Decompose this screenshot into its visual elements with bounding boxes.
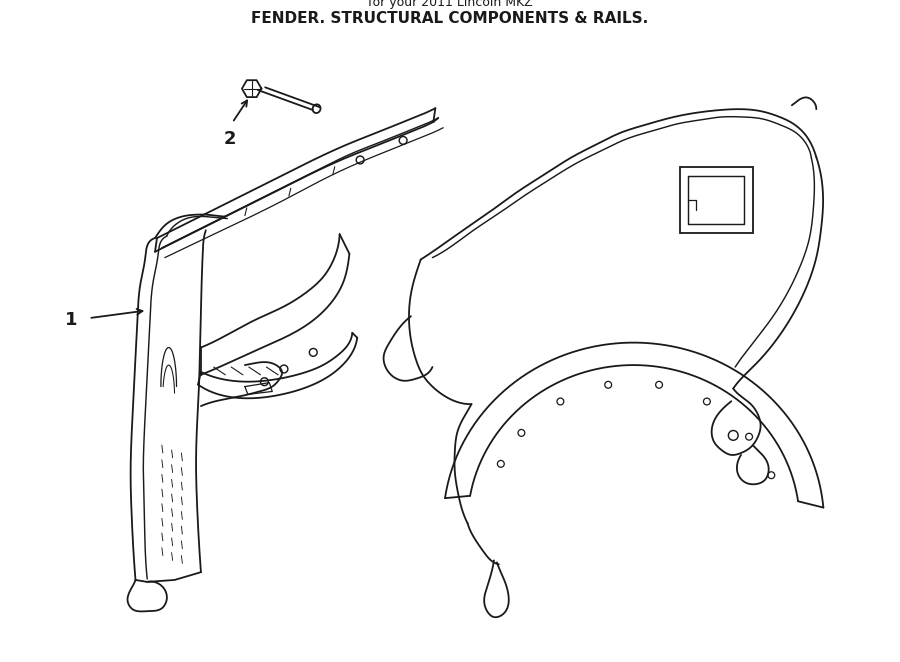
- Ellipse shape: [312, 105, 320, 113]
- Text: 1: 1: [65, 311, 77, 329]
- Text: FENDER. STRUCTURAL COMPONENTS & RAILS.: FENDER. STRUCTURAL COMPONENTS & RAILS.: [251, 11, 649, 26]
- Text: 2: 2: [224, 130, 237, 148]
- Text: for your 2011 Lincoln MKZ: for your 2011 Lincoln MKZ: [368, 0, 532, 9]
